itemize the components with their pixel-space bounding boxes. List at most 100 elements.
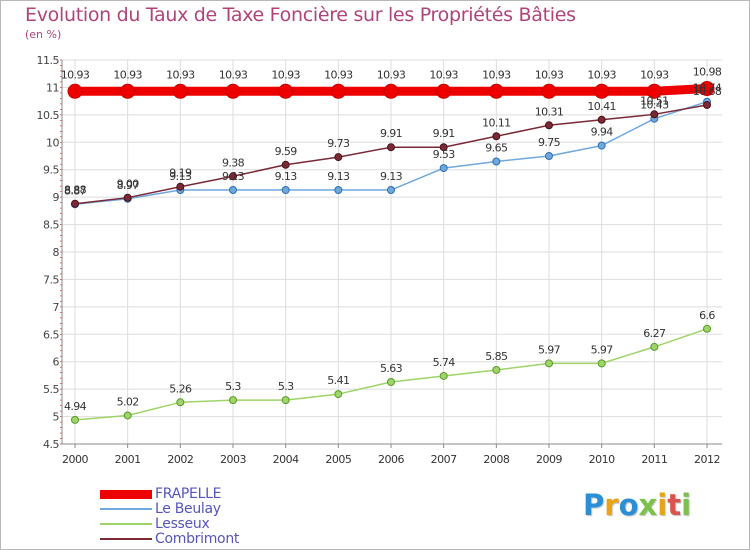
- y-tick-label: 4.5: [43, 438, 59, 451]
- data-point-combrimont: [281, 160, 290, 169]
- logo-letter: i: [681, 488, 692, 522]
- data-label-combrimont: 9.91: [433, 127, 455, 140]
- data-point-frapelle: [67, 83, 83, 99]
- data-point-lesseux: [281, 396, 290, 405]
- x-tick-label: 2006: [378, 453, 404, 466]
- x-tick-label: 2004: [273, 453, 299, 466]
- legend-label: FRAPELLE: [155, 486, 222, 502]
- data-point-combrimont: [439, 143, 448, 152]
- unit-label: (en %): [25, 28, 62, 41]
- data-label-lesseux: 5.74: [433, 356, 456, 369]
- data-label-lesseux: 5.3: [225, 380, 241, 393]
- x-tick-label: 2011: [641, 453, 667, 466]
- data-label-frapelle: 10.93: [535, 68, 564, 81]
- y-tick-label: 8: [53, 246, 60, 259]
- data-label-lesseux: 5.97: [538, 343, 561, 356]
- data-label-combrimont: 9.00: [117, 178, 140, 191]
- data-point-lesseux: [545, 359, 553, 368]
- data-label-combrimont: 9.38: [222, 156, 245, 169]
- y-tick-label: 6: [53, 356, 60, 369]
- y-tick-label: 5: [53, 411, 60, 424]
- data-label-lesseux: 5.26: [169, 382, 192, 395]
- data-point-lesseux: [703, 324, 711, 333]
- y-tick-label: 11.5: [37, 54, 60, 67]
- y-tick-label: 8.5: [43, 219, 59, 232]
- data-point-combrimont: [334, 153, 343, 162]
- data-label-lesseux: 5.63: [380, 362, 403, 375]
- y-tick-label: 10.5: [37, 109, 60, 122]
- legend-swatch: [100, 508, 152, 510]
- x-tick-label: 2005: [325, 453, 351, 466]
- proxiti-logo: Proxiti: [583, 488, 691, 522]
- data-point-le-beulay: [334, 186, 343, 195]
- legend-item-lesseux: Lesseux: [100, 516, 360, 532]
- data-label-le-beulay: 10.74: [693, 82, 722, 95]
- x-tick-label: 2008: [483, 453, 509, 466]
- logo-letter: x: [638, 488, 658, 522]
- data-label-frapelle: 10.93: [482, 68, 511, 81]
- data-point-le-beulay: [229, 186, 237, 195]
- data-label-lesseux: 5.3: [278, 380, 294, 393]
- data-point-frapelle: [172, 83, 188, 99]
- data-point-combrimont: [650, 110, 659, 119]
- data-point-combrimont: [597, 115, 606, 124]
- legend-item-le-beulay: Le Beulay: [100, 501, 360, 517]
- x-tick-label: 2010: [589, 453, 615, 466]
- data-point-lesseux: [176, 398, 185, 407]
- data-label-lesseux: 4.94: [64, 400, 87, 413]
- data-point-combrimont: [387, 143, 395, 152]
- data-label-le-beulay: 8.87: [64, 184, 87, 197]
- data-label-combrimont: 10.31: [535, 105, 564, 118]
- legend-label: Combrimont: [155, 531, 240, 547]
- data-label-le-beulay: 9.13: [169, 170, 192, 183]
- data-point-frapelle: [120, 83, 136, 99]
- data-point-combrimont: [545, 121, 553, 130]
- data-label-frapelle: 10.93: [429, 68, 458, 81]
- data-point-frapelle: [646, 83, 662, 99]
- data-point-le-beulay: [387, 186, 395, 195]
- y-tick-label: 9: [53, 191, 60, 204]
- legend-item-combrimont: Combrimont: [100, 531, 360, 547]
- data-label-combrimont: 9.59: [275, 145, 298, 158]
- data-point-combrimont: [123, 193, 132, 202]
- data-label-lesseux: 6.27: [643, 327, 666, 340]
- data-label-lesseux: 5.97: [591, 343, 614, 356]
- x-tick-label: 2003: [220, 453, 246, 466]
- data-point-frapelle: [436, 83, 452, 99]
- data-point-frapelle: [383, 83, 399, 99]
- data-point-combrimont: [176, 182, 185, 191]
- x-tick-label: 2012: [694, 453, 720, 466]
- data-point-le-beulay: [281, 186, 290, 195]
- data-label-le-beulay: 9.94: [591, 126, 614, 139]
- data-label-frapelle: 10.93: [377, 68, 406, 81]
- data-label-lesseux: 5.41: [327, 374, 349, 387]
- x-tick-label: 2009: [536, 453, 562, 466]
- data-label-frapelle: 10.98: [693, 66, 722, 79]
- logo-letter: o: [618, 488, 639, 522]
- data-point-combrimont: [71, 199, 79, 208]
- data-label-lesseux: 5.02: [117, 395, 139, 408]
- data-point-le-beulay: [545, 152, 553, 160]
- data-label-frapelle: 10.93: [113, 68, 142, 81]
- data-point-lesseux: [123, 411, 132, 420]
- data-point-lesseux: [439, 371, 448, 380]
- data-point-frapelle: [699, 81, 715, 97]
- data-point-frapelle: [541, 83, 557, 99]
- data-point-frapelle: [278, 83, 294, 99]
- y-tick-label: 5.5: [43, 383, 59, 396]
- data-label-frapelle: 10.93: [587, 68, 616, 81]
- legend-label: Le Beulay: [155, 501, 221, 517]
- x-tick-label: 2001: [115, 453, 141, 466]
- legend-swatch: [100, 538, 152, 540]
- data-label-combrimont: 9.73: [327, 137, 350, 150]
- data-label-le-beulay: 9.65: [485, 141, 508, 154]
- y-tick-label: 10: [46, 136, 59, 149]
- data-label-combrimont: 10.11: [482, 116, 511, 129]
- data-label-combrimont: 10.41: [587, 100, 616, 113]
- data-label-le-beulay: 9.13: [380, 170, 403, 183]
- y-tick-label: 11: [46, 81, 59, 94]
- data-point-lesseux: [229, 396, 237, 405]
- data-point-le-beulay: [597, 141, 606, 150]
- legend-swatch: [100, 489, 152, 499]
